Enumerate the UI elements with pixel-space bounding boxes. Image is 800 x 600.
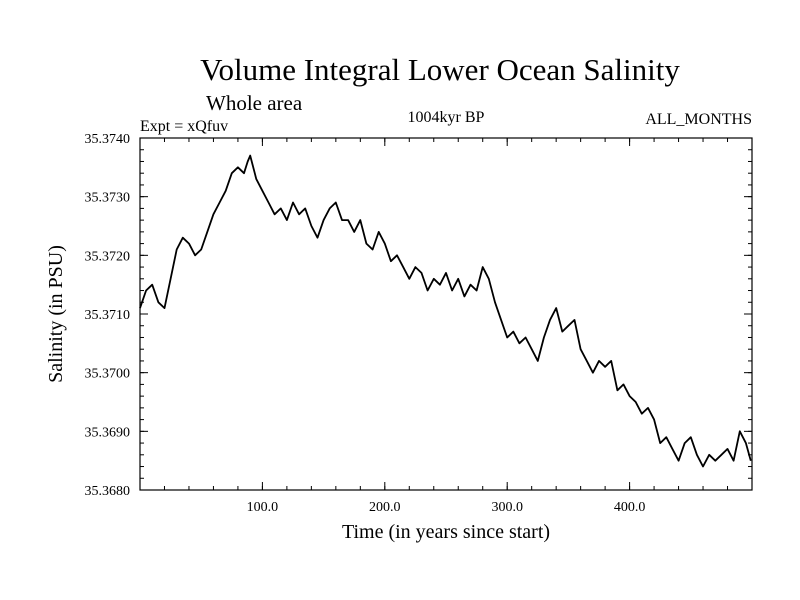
experiment-label: Expt = xQfuv (140, 118, 228, 135)
x-tick-label: 100.0 (247, 500, 279, 515)
y-tick-label: 35.3730 (85, 191, 131, 206)
y-tick-label: 35.3710 (85, 308, 131, 323)
chart-title: Volume Integral Lower Ocean Salinity (200, 52, 680, 87)
plot-frame (139, 137, 753, 491)
y-axis-label: Salinity (in PSU) (45, 245, 67, 383)
y-tick-label: 35.3720 (85, 249, 131, 264)
x-axis-label: Time (in years since start) (342, 521, 550, 543)
chart-subtitle: Whole area (206, 91, 303, 115)
months-label: ALL_MONTHS (645, 111, 752, 128)
salinity-series-line (139, 154, 752, 468)
y-tick-label: 35.3740 (85, 132, 131, 147)
y-tick-label: 35.3700 (85, 367, 131, 382)
x-tick-label: 400.0 (614, 500, 646, 515)
y-tick-label: 35.3680 (85, 484, 131, 499)
x-tick-label: 300.0 (491, 500, 523, 515)
period-label: 1004kyr BP (408, 109, 485, 126)
y-axis: 35.3680 35.3690 35.3700 35.3710 35.3720 35.37… (85, 132, 752, 499)
x-axis: 100.0 200.0 300.0 400.0 (139, 138, 753, 515)
x-tick-label: 200.0 (369, 500, 401, 515)
y-tick-label: 35.3690 (85, 425, 131, 440)
